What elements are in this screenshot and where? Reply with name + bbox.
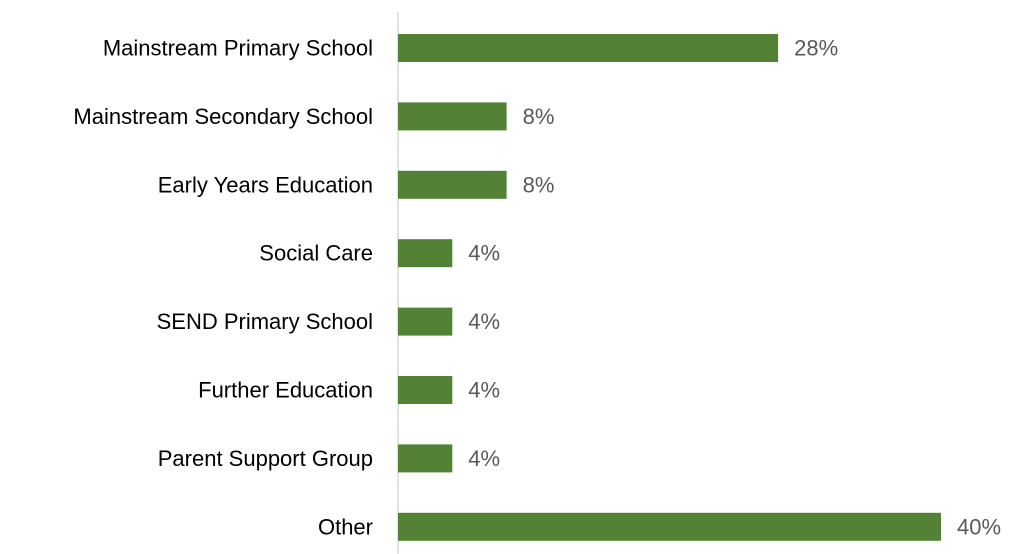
category-label: SEND Primary School [157, 309, 373, 334]
bar [398, 444, 453, 473]
data-label: 8% [523, 104, 555, 129]
category-label: Social Care [259, 241, 373, 266]
category-label: Parent Support Group [158, 446, 373, 471]
category-label: Further Education [198, 378, 373, 403]
bar [398, 34, 779, 62]
bar [398, 239, 453, 268]
bars [398, 34, 941, 541]
data-label: 28% [794, 36, 838, 61]
category-label: Early Years Education [158, 172, 373, 197]
category-labels: Mainstream Primary School Mainstream Seco… [73, 36, 373, 540]
value-labels: 28% 8% 8% 4% 4% 4% 4% 40% [468, 36, 1001, 540]
category-label: Mainstream Secondary School [73, 104, 373, 129]
data-label: 4% [468, 446, 500, 471]
bar [398, 170, 507, 199]
category-label: Mainstream Primary School [103, 36, 373, 61]
data-label: 4% [468, 309, 500, 334]
data-label: 4% [468, 241, 500, 266]
category-label: Other [318, 514, 373, 539]
bar [398, 512, 941, 541]
data-label: 40% [957, 514, 1001, 539]
data-label: 4% [468, 378, 500, 403]
bar [398, 376, 453, 404]
data-label: 8% [523, 172, 555, 197]
bar [398, 307, 453, 336]
bar [398, 102, 507, 131]
